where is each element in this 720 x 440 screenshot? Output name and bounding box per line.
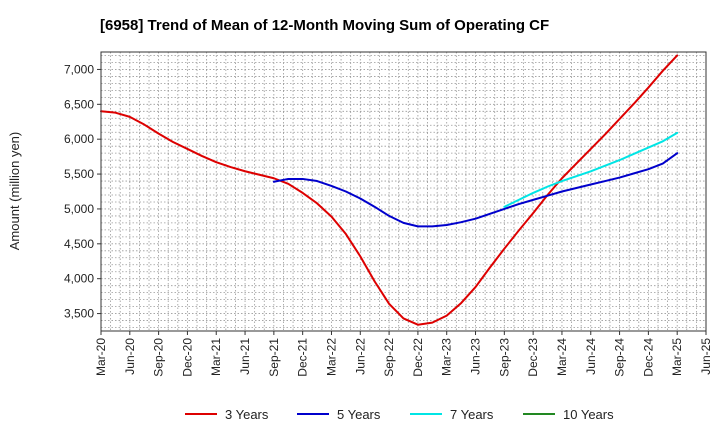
series-line-5-years [272, 152, 679, 228]
y-axis-label: Amount (million yen) [7, 132, 22, 251]
x-tick-label: Sep-22 [382, 338, 396, 377]
x-tick-label: Mar-21 [209, 338, 223, 376]
x-tick-label: Sep-24 [613, 338, 627, 377]
legend-entry: 10 Years [563, 407, 614, 422]
x-tick-label: Jun-25 [699, 338, 713, 375]
x-tick-label: Dec-24 [641, 338, 655, 377]
x-tick-label: Jun-24 [584, 338, 598, 375]
y-tick-label: 4,500 [64, 237, 94, 251]
y-tick-label: 6,000 [64, 132, 94, 146]
y-tick-label: 6,500 [64, 97, 94, 111]
x-tick-label: Sep-23 [497, 338, 511, 377]
x-tick-label: Jun-22 [353, 338, 367, 375]
x-tick-label: Mar-25 [670, 338, 684, 376]
y-tick-label: 3,500 [64, 307, 94, 321]
x-tick-label: Mar-23 [440, 338, 454, 376]
legend-entry: 5 Years [337, 407, 381, 422]
legend: 3 Years 5 Years 7 Years 10 Years [185, 407, 614, 422]
x-tick-label: Dec-22 [411, 338, 425, 377]
series-line-3-years [100, 54, 679, 326]
y-tick-label: 5,500 [64, 167, 94, 181]
x-tick-label: Mar-22 [324, 338, 338, 376]
legend-entry: 7 Years [450, 407, 494, 422]
y-tick-label: 5,000 [64, 202, 94, 216]
legend-entry: 3 Years [225, 407, 269, 422]
plot-area: 3,500 4,000 4,500 5,000 5,500 6,000 6,500 7,000… [64, 51, 713, 377]
x-tick-label: Mar-20 [94, 338, 108, 376]
plot-frame [100, 51, 707, 332]
x-tick-label: Jun-20 [123, 338, 137, 375]
x-tick-label: Dec-20 [180, 338, 194, 377]
x-tick-label: Dec-23 [526, 338, 540, 377]
y-tick-label: 4,000 [64, 272, 94, 286]
x-tick-label: Jun-23 [469, 338, 483, 375]
chart-title: [6958] Trend of Mean of 12-Month Moving … [100, 17, 549, 34]
x-tick-label: Dec-21 [296, 338, 310, 377]
x-tick-label: Sep-20 [152, 338, 166, 377]
plot-background [101, 52, 706, 331]
x-tick-label: Mar-24 [555, 338, 569, 376]
x-tick-label: Jun-21 [238, 338, 252, 375]
y-tick-label: 7,000 [64, 62, 94, 76]
series-line-7-years [503, 131, 679, 208]
x-tick-label: Sep-21 [267, 338, 281, 377]
